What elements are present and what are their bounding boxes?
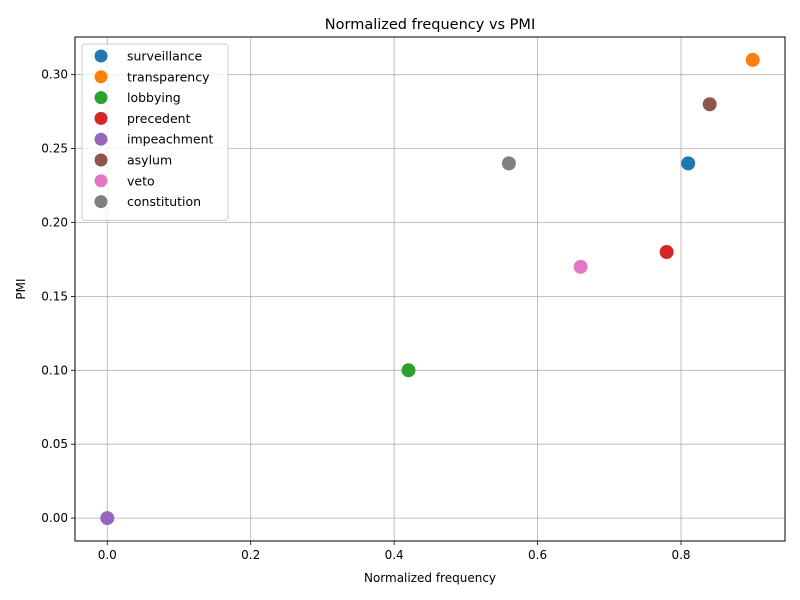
- y-axis-label: PMI: [14, 278, 28, 299]
- y-tick-label: 0.00: [41, 511, 68, 525]
- data-point-constitution: [501, 156, 516, 171]
- legend-label-veto: veto: [127, 173, 155, 188]
- data-points: [100, 52, 760, 526]
- chart-title: Normalized frequency vs PMI: [325, 17, 535, 33]
- x-tick-label: 0.6: [528, 548, 547, 562]
- y-tick-label: 0.10: [41, 363, 68, 377]
- data-point-precedent: [659, 245, 674, 260]
- legend-box: [81, 43, 229, 221]
- data-point-veto: [573, 259, 588, 274]
- x-tick-label: 0.4: [385, 548, 404, 562]
- legend-label-precedent: precedent: [127, 111, 191, 126]
- y-tick-label: 0.20: [41, 215, 68, 229]
- data-point-surveillance: [681, 156, 696, 171]
- legend-marker-precedent: [94, 111, 108, 125]
- legend-marker-impeachment: [94, 132, 108, 146]
- legend-marker-veto: [94, 174, 108, 188]
- legend-marker-surveillance: [94, 49, 108, 63]
- y-tick-label: 0.15: [41, 289, 68, 303]
- legend-marker-transparency: [94, 70, 108, 84]
- x-tick-label: 0.8: [671, 548, 690, 562]
- x-tick-label: 0.0: [98, 548, 117, 562]
- data-point-lobbying: [401, 363, 416, 378]
- y-tick-label: 0.05: [41, 437, 68, 451]
- legend-label-constitution: constitution: [127, 194, 201, 209]
- data-point-impeachment: [100, 511, 115, 526]
- legend: surveillance transparency lobbying preceden…: [81, 43, 229, 221]
- legend-label-asylum: asylum: [127, 153, 172, 168]
- x-tick-label: 0.2: [241, 548, 260, 562]
- y-tick-label: 0.30: [41, 68, 68, 82]
- axis-ticks: 0.0 0.2 0.4 0.6 0.8 0.00 0.05 0.10 0.15 0.20 0.25 0…: [41, 68, 690, 562]
- legend-marker-asylum: [94, 153, 108, 167]
- grid: [75, 37, 785, 541]
- legend-label-lobbying: lobbying: [127, 90, 181, 105]
- data-point-transparency: [745, 52, 760, 67]
- legend-marker-lobbying: [94, 91, 108, 105]
- legend-marker-constitution: [94, 195, 108, 209]
- data-point-asylum: [702, 97, 717, 112]
- plot-frame: [74, 36, 786, 542]
- legend-label-transparency: transparency: [127, 69, 210, 84]
- x-axis-label: Normalized frequency: [364, 571, 496, 585]
- legend-label-impeachment: impeachment: [127, 132, 214, 147]
- legend-label-surveillance: surveillance: [127, 49, 203, 64]
- y-tick-label: 0.25: [41, 142, 68, 156]
